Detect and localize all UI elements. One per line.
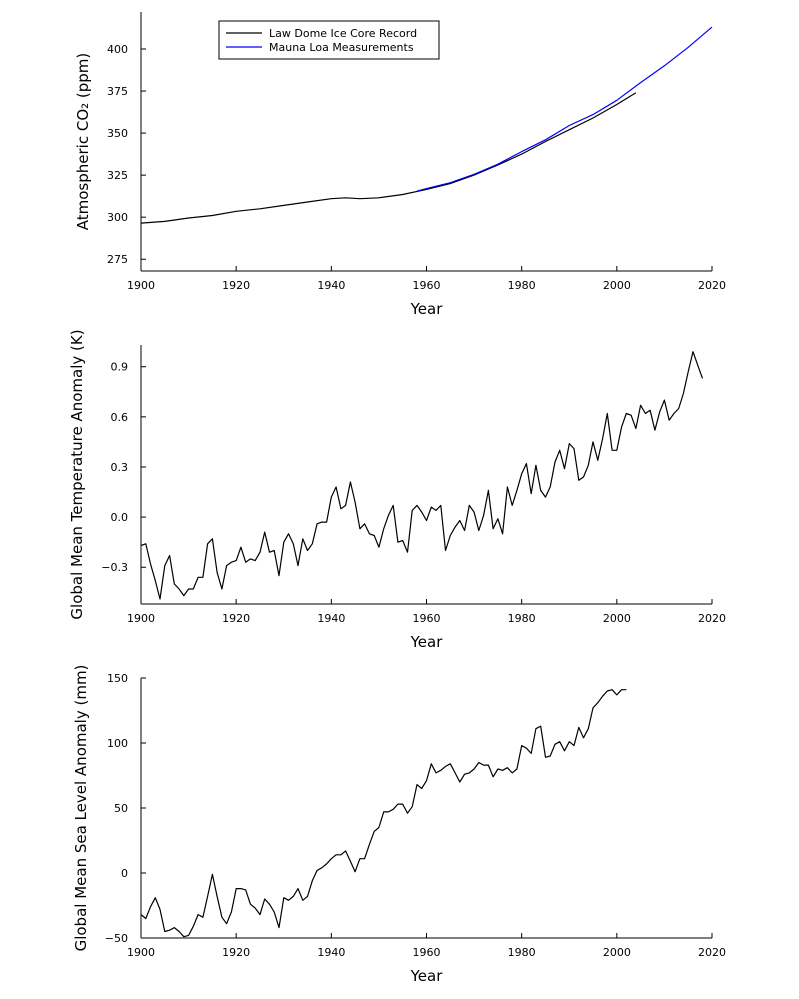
x-axis-label: Year (410, 633, 444, 651)
x-tick-label: 2000 (603, 279, 631, 292)
chart-panel-1: 1900 1920 1940 1960 1980 2000 2020 275 300 325 350… (74, 12, 726, 318)
x-tick-label: 1920 (222, 612, 250, 625)
x-tick-label: 2020 (698, 279, 726, 292)
y-axis-label: Global Mean Sea Level Anomaly (mm) (72, 665, 90, 952)
x-tick-label: 1940 (317, 279, 345, 292)
x-tick-label: 1960 (413, 612, 441, 625)
y-tick-label: 375 (107, 85, 128, 98)
chart-panel-3: 1900 1920 1940 1960 1980 2000 2020 −50 0 50 100 150… (72, 665, 726, 985)
y-tick-label: 350 (107, 127, 128, 140)
series-line-1 (140, 689, 627, 938)
x-tick-label: 1920 (222, 279, 250, 292)
y-tick-label: 0.6 (111, 411, 129, 424)
legend-label: Law Dome Ice Core Record (269, 27, 417, 40)
x-tick-label: 1900 (127, 946, 155, 959)
x-tick-label: 1900 (127, 279, 155, 292)
x-tick-label: 1940 (317, 612, 345, 625)
x-tick-label: 1960 (413, 946, 441, 959)
y-tick-label: 0.3 (111, 461, 129, 474)
series-line-1 (140, 351, 704, 600)
y-axis-label: Global Mean Temperature Anomaly (K) (68, 329, 86, 619)
y-tick-label: 50 (114, 802, 128, 815)
x-tick-label: 1940 (317, 946, 345, 959)
x-tick-label: 2000 (603, 946, 631, 959)
y-tick-label: 300 (107, 211, 128, 224)
chart-panel-2: 1900 1920 1940 1960 1980 2000 2020 −0.3 0.0 0.3 0.… (68, 329, 726, 651)
y-tick-label: 0 (121, 867, 128, 880)
y-tick-label: 0.9 (111, 361, 129, 374)
y-tick-label: −0.3 (101, 561, 128, 574)
y-tick-label: −50 (105, 932, 128, 945)
x-tick-label: 1980 (508, 612, 536, 625)
legend-box (218, 20, 440, 60)
x-tick-label: 2020 (698, 612, 726, 625)
y-tick-label: 325 (107, 169, 128, 182)
x-axis-label: Year (410, 300, 444, 318)
x-tick-label: 1920 (222, 946, 250, 959)
y-tick-label: 400 (107, 43, 128, 56)
x-tick-label: 1960 (413, 279, 441, 292)
x-tick-label: 2000 (603, 612, 631, 625)
y-tick-label: 275 (107, 253, 128, 266)
x-tick-label: 1980 (508, 279, 536, 292)
x-axis-label: Year (410, 967, 444, 985)
series-line-1 (140, 92, 637, 224)
legend-label: Mauna Loa Measurements (269, 41, 414, 54)
y-tick-label: 0.0 (111, 511, 129, 524)
y-tick-label: 150 (107, 672, 128, 685)
series-line-2 (416, 26, 713, 192)
x-tick-label: 1980 (508, 946, 536, 959)
y-tick-label: 100 (107, 737, 128, 750)
x-tick-label: 1900 (127, 612, 155, 625)
x-tick-label: 2020 (698, 946, 726, 959)
y-axis-label: Atmospheric CO₂ (ppm) (74, 53, 92, 231)
